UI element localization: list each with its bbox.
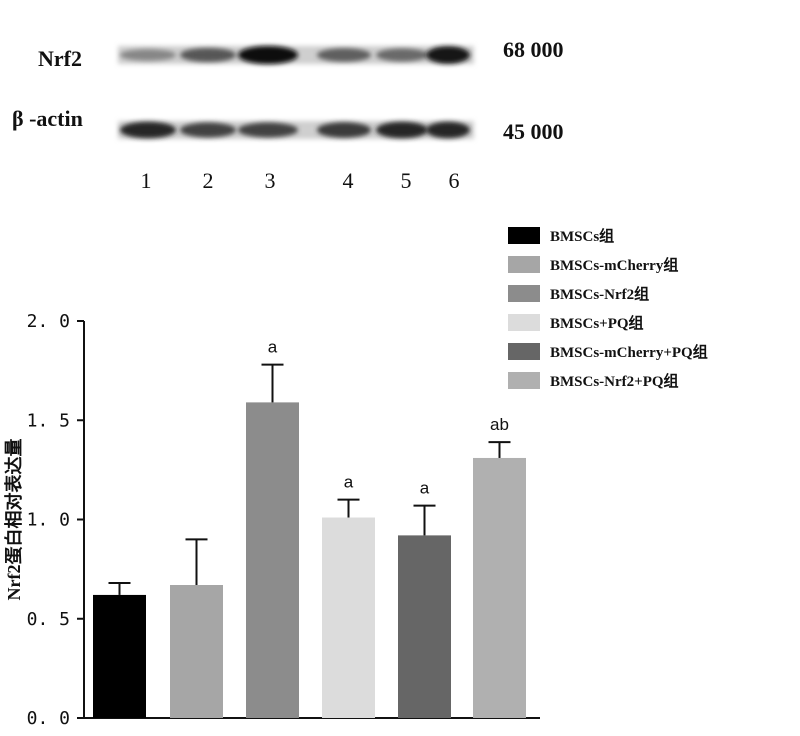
legend-swatch <box>508 372 540 389</box>
blot-band <box>376 121 428 139</box>
blot-band <box>317 48 371 62</box>
blot-band <box>317 122 371 138</box>
bar-6 <box>473 457 526 718</box>
lane-number-1: 1 <box>140 168 152 193</box>
legend-label: BMSCs组 <box>550 227 614 245</box>
blot-band <box>120 121 176 139</box>
legend-label: BMSCs-Nrf2组 <box>550 285 649 303</box>
lane-number-2: 2 <box>202 168 214 193</box>
legend-label: BMSCs-Nrf2+PQ组 <box>550 372 679 390</box>
legend-label: BMSCs+PQ组 <box>550 314 644 332</box>
blot-bands <box>118 46 474 139</box>
mw-label-nrf2: 68 000 <box>503 37 564 62</box>
y-tick-label: 2. 0 <box>27 311 70 332</box>
legend-swatch <box>508 314 540 331</box>
y-tick-label: 0. 0 <box>27 708 70 729</box>
y-tick-label: 1. 5 <box>27 410 70 431</box>
y-axis-title: Nrf2蛋白相对表达量 <box>3 439 24 601</box>
bar-1 <box>93 594 146 718</box>
significance-label: ab <box>490 415 509 434</box>
blot-band <box>426 46 470 64</box>
lane-number-5: 5 <box>400 168 412 193</box>
bar-4 <box>322 517 375 718</box>
legend-swatch <box>508 227 540 244</box>
legend-swatch <box>508 343 540 360</box>
significance-label: a <box>344 473 354 492</box>
bar-3 <box>246 402 299 718</box>
blot-row-label-nrf2: Nrf2 <box>38 46 82 71</box>
legend-label: BMSCs-mCherry组 <box>550 256 678 274</box>
blot-band <box>426 121 470 139</box>
bar-5 <box>398 535 451 718</box>
western-blot-panel: Nrf2 β -actin 68 000 45 000 1 2 3 4 5 6 <box>0 0 800 215</box>
significance-label: a <box>268 338 278 357</box>
blot-band <box>238 46 298 64</box>
blot-band <box>180 48 236 62</box>
mw-label-actin: 45 000 <box>503 119 564 144</box>
bar-2 <box>170 585 223 718</box>
blot-band <box>180 122 236 138</box>
bar-chart: 0. 0 0. 5 1. 0 1. 5 2. 0 Nrf2蛋白相对表达量 a a a ab BMSC… <box>3 227 708 729</box>
blot-band <box>120 49 176 61</box>
significance-label: a <box>420 479 430 498</box>
y-tick-label: 0. 5 <box>27 609 70 630</box>
legend-label: BMSCs-mCherry+PQ组 <box>550 343 708 361</box>
blot-band <box>376 48 428 62</box>
legend-swatch <box>508 256 540 273</box>
lane-number-3: 3 <box>264 168 276 193</box>
legend-swatch <box>508 285 540 302</box>
lane-number-4: 4 <box>342 168 354 193</box>
blot-row-label-actin: β -actin <box>12 106 83 131</box>
blot-band <box>238 122 298 138</box>
y-tick-label: 1. 0 <box>27 510 70 531</box>
lane-number-6: 6 <box>448 168 460 193</box>
